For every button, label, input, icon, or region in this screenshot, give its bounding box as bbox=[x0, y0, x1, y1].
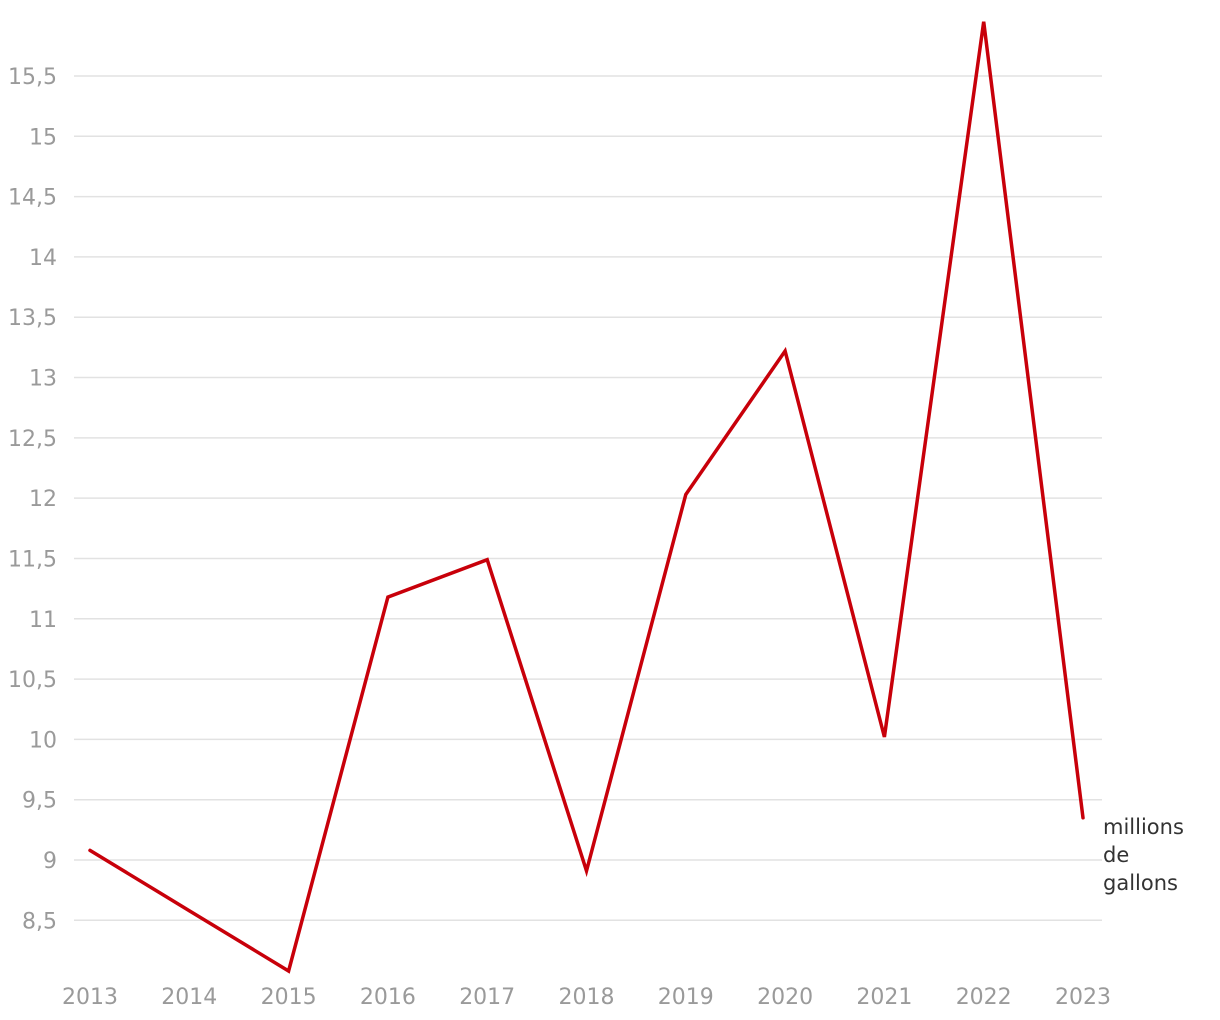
y-tick-label: 14,5 bbox=[8, 186, 57, 211]
x-tick-label: 2014 bbox=[161, 985, 217, 1010]
y-tick-label: 11,5 bbox=[8, 547, 57, 572]
x-tick-label: 2019 bbox=[658, 985, 714, 1010]
x-tick-label: 2017 bbox=[459, 985, 515, 1010]
series-group bbox=[88, 21, 1085, 974]
x-tick-label: 2020 bbox=[757, 985, 813, 1010]
series-line bbox=[88, 21, 1085, 974]
y-tick-label: 10 bbox=[29, 728, 57, 753]
series-label-line: millions bbox=[1103, 815, 1184, 839]
x-tick-label: 2021 bbox=[856, 985, 912, 1010]
x-tick-label: 2018 bbox=[559, 985, 615, 1010]
y-tick-label: 14 bbox=[29, 246, 57, 271]
x-tick-label: 2023 bbox=[1055, 985, 1111, 1010]
y-tick-label: 13,5 bbox=[8, 306, 57, 331]
x-tick-label: 2022 bbox=[956, 985, 1012, 1010]
y-tick-label: 9 bbox=[43, 849, 57, 874]
series-label-line: gallons bbox=[1103, 871, 1178, 895]
y-tick-label: 12,5 bbox=[8, 427, 57, 452]
y-axis-ticks: 8,5 9 9,5 10 10,5 11 11,5 12 12,5 13 13,5 14 14,5 15 1… bbox=[8, 65, 57, 934]
y-grid bbox=[74, 75, 1102, 922]
y-tick-label: 10,5 bbox=[8, 668, 57, 693]
x-tick-label: 2013 bbox=[62, 985, 118, 1010]
x-tick-label: 2015 bbox=[261, 985, 317, 1010]
series-label-line: de bbox=[1103, 843, 1129, 867]
x-axis-ticks: 2013 2014 2015 2016 2017 2018 2019 2020 2021 2022… bbox=[62, 985, 1111, 1010]
y-tick-label: 12 bbox=[29, 487, 57, 512]
y-tick-label: 15,5 bbox=[8, 65, 57, 90]
series-label-group: millions de gallons bbox=[1103, 815, 1184, 895]
y-tick-label: 11 bbox=[29, 608, 57, 633]
y-tick-label: 13 bbox=[29, 367, 57, 392]
y-tick-label: 8,5 bbox=[22, 909, 57, 934]
y-tick-label: 9,5 bbox=[22, 789, 57, 814]
x-tick-label: 2016 bbox=[360, 985, 416, 1010]
y-tick-label: 15 bbox=[29, 125, 57, 150]
